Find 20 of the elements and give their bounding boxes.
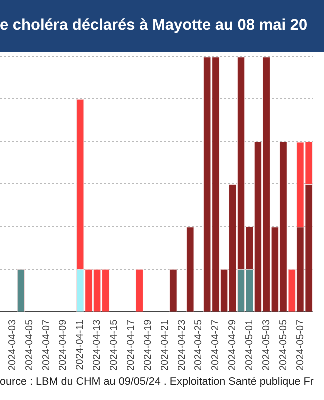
x-tick-label: 2024-04-29 bbox=[228, 319, 239, 372]
x-tick-label: 2024-04-21 bbox=[160, 319, 171, 372]
x-tick-label: 2024-04-23 bbox=[176, 319, 188, 372]
x-tick-label: 2024-04-17 bbox=[126, 319, 137, 372]
x-tick-label: 2024-05-07 bbox=[295, 319, 306, 372]
text: ource : LBM du CHM au 09/05/24 . Exploitation Santé publique Fr bbox=[0, 376, 314, 388]
x-tick-label: 2024-04-11 bbox=[75, 319, 86, 370]
x-tick-label: 2024-04-27 bbox=[210, 319, 222, 372]
x-tick-label: 2024-05-01 bbox=[244, 319, 256, 372]
x-tick-label: 2024-04-03 bbox=[7, 319, 18, 372]
x-tick-label: 2024-04-25 bbox=[194, 319, 205, 372]
x-tick-label: 2024-04-05 bbox=[24, 319, 36, 372]
x-tick-label: 2024-05-05 bbox=[278, 319, 290, 372]
x-tick-label: 2024-04-19 bbox=[142, 319, 154, 372]
x-tick-label: 2024-04-13 bbox=[92, 319, 104, 372]
chart-title: e choléra déclarés à Mayotte au 08 mai 20 bbox=[0, 0, 324, 52]
x-tick-label: 2024-04-07 bbox=[41, 319, 52, 372]
x-tick-label: 2024-04-15 bbox=[109, 319, 120, 372]
x-tick-label: 2024-04-09 bbox=[58, 319, 70, 372]
x-tick-label: 2024-05-03 bbox=[261, 319, 272, 372]
